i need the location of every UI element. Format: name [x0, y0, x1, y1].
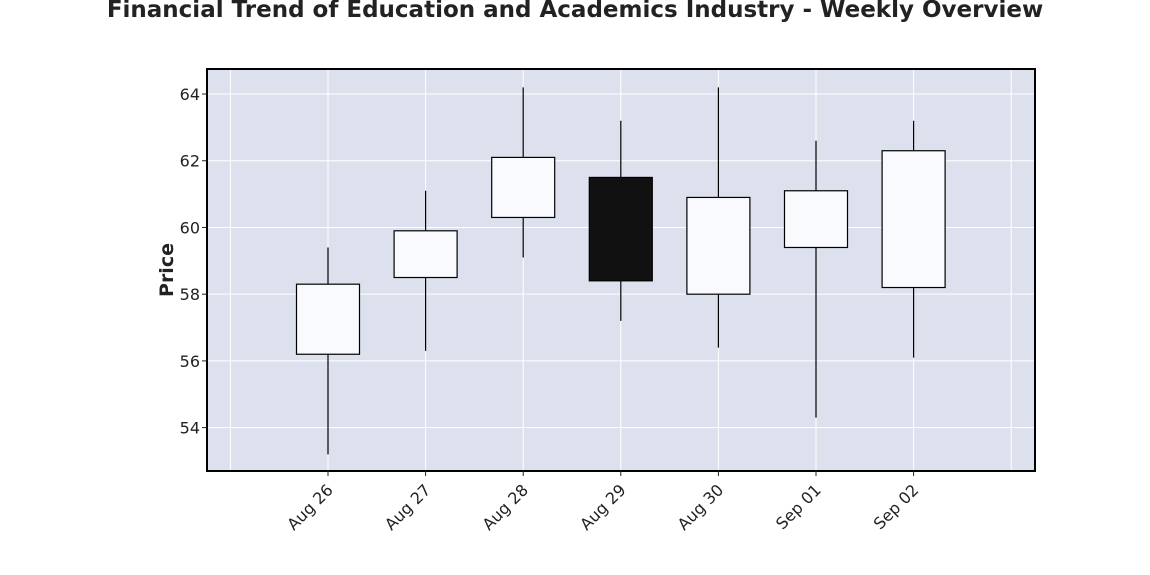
y-tick-label: 62 [180, 152, 200, 171]
y-ticks: 54 56 58 60 62 64 [180, 85, 207, 438]
candle [295, 247, 361, 455]
candle-body [491, 156, 556, 219]
y-tick-label: 60 [180, 218, 200, 237]
y-tick-label: 58 [180, 285, 200, 304]
y-tick-label: 56 [180, 352, 200, 371]
x-tick-label: Aug 27 [381, 480, 435, 534]
candle [783, 140, 849, 418]
candle [491, 87, 556, 258]
candle-body [588, 176, 653, 282]
candle [393, 190, 458, 351]
candle-body [783, 190, 849, 249]
y-tick-label: 64 [180, 85, 200, 104]
y-tick-label: 54 [180, 419, 200, 438]
x-tick-label: Aug 28 [479, 480, 533, 534]
candle [881, 120, 946, 358]
candle-body [295, 283, 361, 355]
x-ticks: Aug 26 Aug 27 Aug 28 Aug 29 Aug 30 Sep 01 Sep … [283, 471, 922, 534]
x-tick-label: Aug 30 [674, 480, 728, 534]
x-tick-label: Sep 02 [870, 480, 923, 533]
y-axis-label: Price [156, 243, 178, 297]
candle-body [393, 230, 458, 279]
candle [686, 87, 751, 348]
x-tick-label: Aug 26 [283, 480, 337, 534]
x-tick-label: Sep 01 [772, 480, 825, 533]
candle-body [881, 150, 946, 289]
candle [588, 120, 653, 321]
candles [295, 87, 946, 455]
x-tick-label: Aug 29 [576, 480, 630, 534]
chart-title: Financial Trend of Education and Academi… [106, 0, 1044, 23]
candle-body [686, 196, 751, 295]
